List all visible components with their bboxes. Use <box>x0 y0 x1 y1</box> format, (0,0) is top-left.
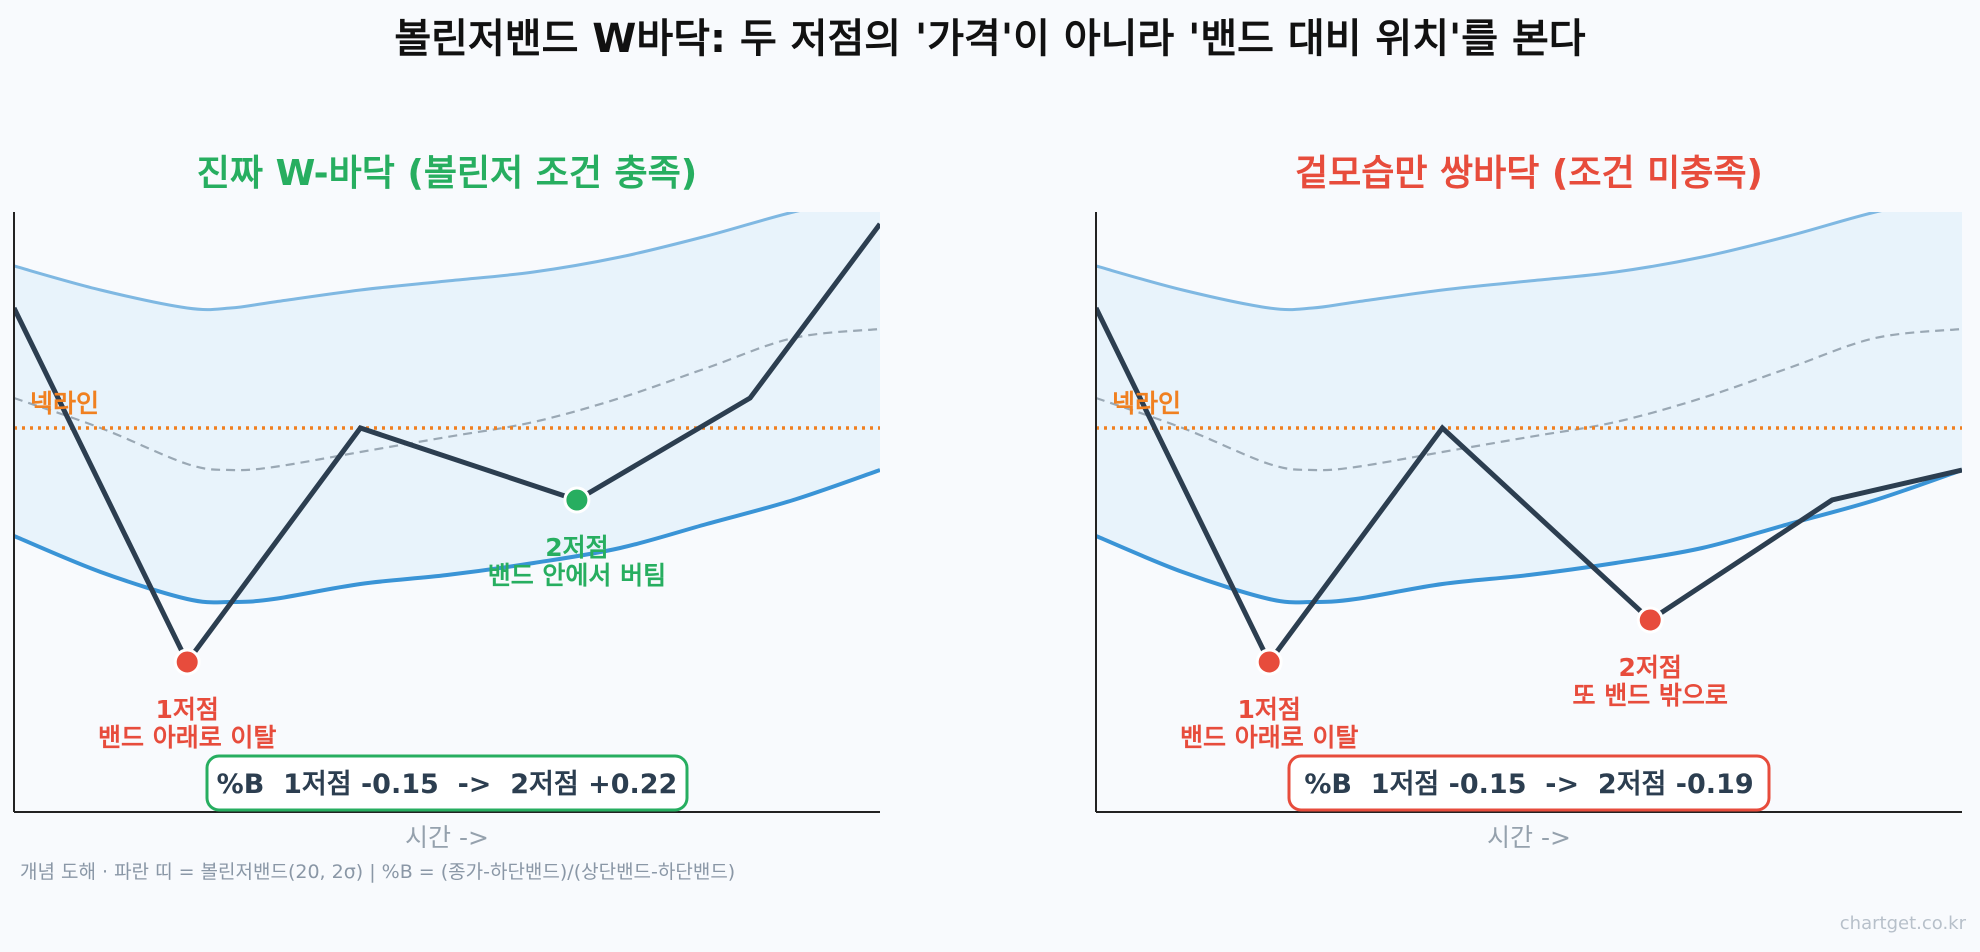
label-line: 밴드 아래로 이탈 <box>98 723 276 752</box>
chart-panel-2: 겉모습만 쌍바닥 (조건 미충족) 넥라인 1저점 밴드 아래로 이탈 2저점 또 밴드 … <box>1095 153 1962 852</box>
percent-b-text: %B 1저점 -0.15 -> 2저점 -0.19 <box>1304 769 1753 800</box>
footnote: 개념 도해 · 파란 띠 = 볼린저밴드(20, 2σ) | %B = (종가-… <box>20 861 736 883</box>
price-line <box>14 222 880 667</box>
x-axis-label: 시간 -> <box>405 823 489 852</box>
low-point-1 <box>173 648 201 676</box>
low-point-label-2: 2저점 또 밴드 밖으로 <box>1573 653 1728 710</box>
label-line: 밴드 안에서 버팀 <box>488 561 666 590</box>
low-point-1 <box>1255 648 1283 676</box>
neckline-label: 넥라인 <box>30 389 99 418</box>
label-line: 2저점 <box>1619 653 1682 682</box>
low-point-label-1: 1저점 밴드 아래로 이탈 <box>1180 695 1358 752</box>
percent-b-box <box>205 754 689 812</box>
upper-band-line <box>14 212 800 312</box>
low-point-2 <box>1636 606 1664 634</box>
price-line <box>1096 306 1962 667</box>
label-line: 밴드 아래로 이탈 <box>1180 723 1358 752</box>
middle-band-line <box>1096 327 1962 472</box>
percent-b-text: %B 1저점 -0.15 -> 2저점 +0.22 <box>217 769 678 800</box>
label-line: 또 밴드 밖으로 <box>1573 681 1728 710</box>
low-point-2 <box>563 486 591 514</box>
percent-b-box <box>1287 754 1771 812</box>
upper-band-line <box>1096 212 1882 312</box>
plot-area <box>1096 212 1962 667</box>
main-title: 볼린저밴드 W바닥: 두 저점의 '가격'이 아니라 '밴드 대비 위치'를 본… <box>394 16 1586 62</box>
panel-title: 겉모습만 쌍바닥 (조건 미충족) <box>1295 153 1763 194</box>
label-line: 2저점 <box>545 533 608 562</box>
label-line: 1저점 <box>155 695 218 724</box>
plot-area <box>14 212 880 667</box>
watermark: chartget.co.kr <box>1839 913 1966 934</box>
label-line: 1저점 <box>1237 695 1300 724</box>
neckline-label: 넥라인 <box>1112 389 1181 418</box>
panel-title: 진짜 W-바닥 (볼린저 조건 충족) <box>197 153 697 194</box>
band-fill <box>14 212 880 603</box>
middle-band-line <box>14 327 880 472</box>
band-fill <box>1096 212 1962 603</box>
lower-band-line <box>14 468 880 605</box>
low-point-label-2: 2저점 밴드 안에서 버팀 <box>488 533 666 590</box>
low-point-label-1: 1저점 밴드 아래로 이탈 <box>98 695 276 752</box>
x-axis-label: 시간 -> <box>1487 823 1571 852</box>
